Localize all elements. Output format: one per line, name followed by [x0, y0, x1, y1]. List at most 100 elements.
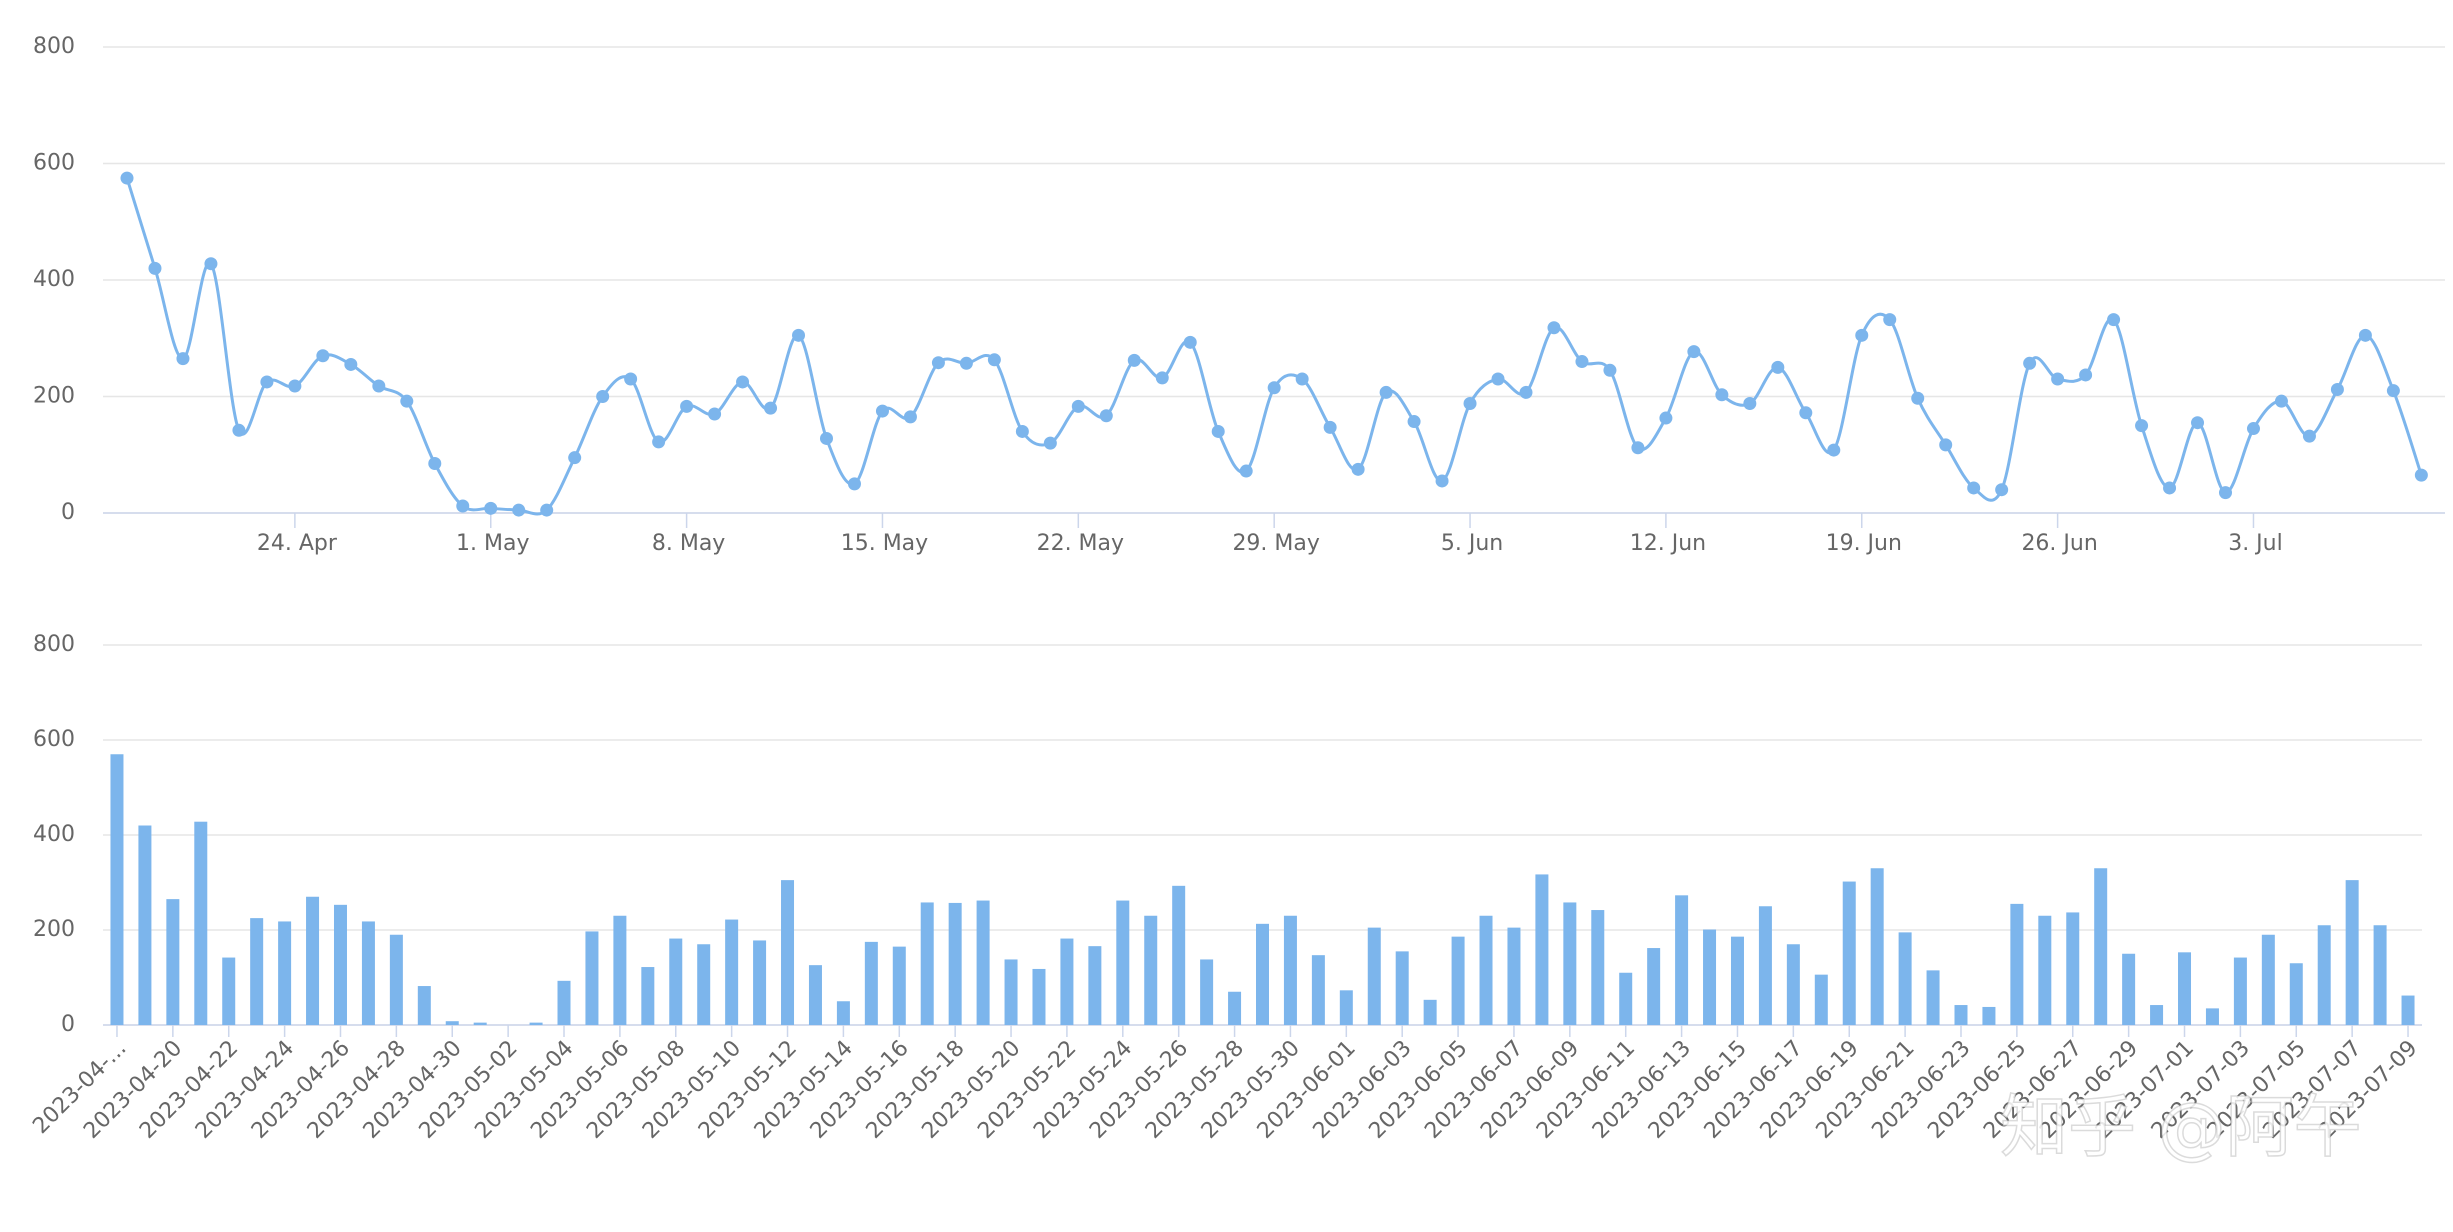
- point: [1379, 385, 1393, 399]
- bar: [2233, 957, 2247, 1025]
- bar: [725, 919, 739, 1025]
- bar: [1479, 915, 1493, 1025]
- point: [2191, 416, 2205, 430]
- point: [875, 404, 889, 418]
- y-tick-label: 0: [61, 1012, 75, 1037]
- point: [428, 456, 442, 470]
- bar: [1311, 955, 1325, 1025]
- bar: [445, 1021, 459, 1025]
- y-tick-label: 0: [61, 500, 75, 525]
- bar: [1730, 936, 1744, 1025]
- bar: [1032, 968, 1046, 1025]
- point: [1127, 353, 1141, 367]
- bar: [613, 915, 627, 1025]
- y-tick-label: 200: [33, 384, 75, 409]
- point: [1043, 436, 1057, 450]
- watermark: 知乎 @阿午: [2000, 1089, 2362, 1168]
- bar: [2066, 912, 2080, 1025]
- x-tick-label: 22. May: [1037, 531, 1124, 556]
- point: [1687, 345, 1701, 359]
- point: [1211, 424, 1225, 438]
- point: [400, 394, 414, 408]
- point: [1883, 313, 1897, 327]
- point: [204, 257, 218, 271]
- bar: [2373, 925, 2387, 1025]
- bar: [1228, 991, 1242, 1025]
- bar: [1926, 970, 1940, 1025]
- bar: [2178, 952, 2192, 1025]
- point: [456, 499, 470, 513]
- line-series: [125, 177, 2423, 516]
- point: [1435, 474, 1449, 488]
- point: [1519, 385, 1533, 399]
- point: [1799, 406, 1813, 420]
- point: [1155, 371, 1169, 385]
- point: [512, 503, 526, 517]
- bar: [473, 1022, 487, 1025]
- bar: [557, 980, 571, 1025]
- point: [288, 379, 302, 393]
- bar: [1004, 959, 1018, 1025]
- bar: [2122, 953, 2136, 1025]
- bar: [1814, 974, 1828, 1025]
- point: [987, 353, 1001, 367]
- bar: [836, 1001, 850, 1025]
- bar: [361, 921, 375, 1025]
- point: [959, 356, 973, 370]
- point: [736, 375, 750, 389]
- y-tick-label: 400: [33, 822, 75, 847]
- point: [2330, 383, 2344, 397]
- bar: [333, 904, 347, 1025]
- point: [1659, 411, 1673, 425]
- bar: [278, 921, 292, 1025]
- bar: [948, 902, 962, 1025]
- point: [2023, 356, 2037, 370]
- point: [2051, 372, 2065, 386]
- y-tick-label: 600: [33, 727, 75, 752]
- x-tick-label: 1. May: [456, 531, 529, 556]
- point: [1071, 399, 1085, 413]
- y-tick-label: 600: [33, 151, 75, 176]
- x-tick-label: 8. May: [652, 531, 725, 556]
- point: [1771, 360, 1785, 374]
- bar: [1563, 902, 1577, 1025]
- bar: [976, 900, 990, 1025]
- bar: [1256, 923, 1269, 1025]
- bar: [1395, 951, 1409, 1025]
- point: [1995, 483, 2009, 497]
- bar: [697, 944, 711, 1025]
- bar: [1367, 927, 1381, 1025]
- point: [1743, 396, 1757, 410]
- y-tick-label: 400: [33, 267, 75, 292]
- bar: [166, 899, 180, 1025]
- bar: [1954, 1005, 1968, 1025]
- point: [344, 357, 358, 371]
- point: [2079, 368, 2093, 382]
- bar: [1870, 868, 1884, 1025]
- bar: [389, 934, 403, 1025]
- point: [1015, 424, 1029, 438]
- point: [652, 435, 666, 449]
- bar: [2345, 880, 2359, 1025]
- bar: [920, 902, 934, 1025]
- point: [903, 410, 917, 424]
- bar: [1675, 895, 1689, 1025]
- point: [2358, 328, 2372, 342]
- y-tick-label: 800: [33, 34, 75, 59]
- bar: [1898, 932, 1912, 1025]
- bar: [1423, 999, 1437, 1025]
- point: [931, 356, 945, 370]
- point: [2163, 481, 2177, 495]
- bar: [2038, 915, 2052, 1025]
- point: [2107, 313, 2121, 327]
- point: [120, 171, 134, 185]
- x-tick-label: 29. May: [1232, 531, 1319, 556]
- bar: [1172, 885, 1186, 1025]
- bar: [1116, 900, 1130, 1025]
- bar: [2401, 995, 2415, 1025]
- point: [596, 390, 610, 403]
- point: [148, 261, 162, 275]
- point: [1407, 415, 1421, 429]
- point: [2246, 422, 2260, 436]
- point: [1323, 420, 1337, 434]
